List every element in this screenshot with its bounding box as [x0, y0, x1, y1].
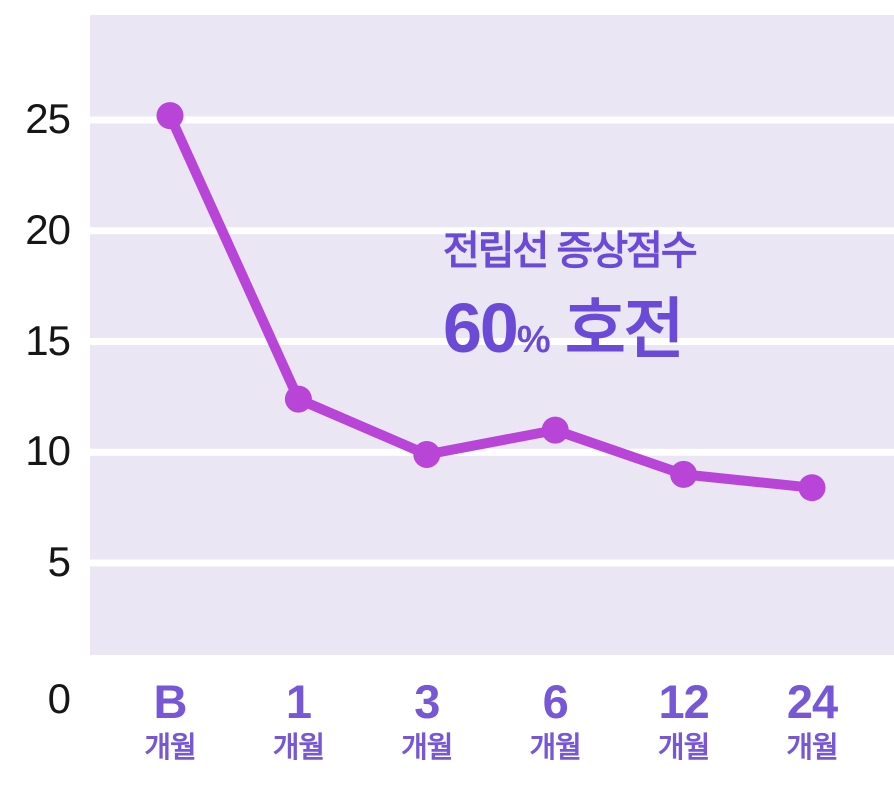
y-tick-label: 0 [47, 675, 71, 723]
annotation-value: 60 [443, 289, 519, 367]
x-tick-value: 12 [658, 675, 709, 728]
line-chart-svg [90, 15, 894, 655]
data-point [284, 385, 312, 413]
data-point [156, 102, 184, 130]
x-tick-label: 1 개월 [272, 675, 325, 764]
data-point [798, 474, 826, 502]
x-tick-label: 24 개월 [786, 675, 838, 764]
annotation: 전립선 증상점수 60% 호전 [443, 228, 773, 369]
x-tick-label: 12 개월 [657, 675, 710, 764]
x-tick-label: B 개월 [144, 675, 196, 764]
series-markers [156, 102, 826, 502]
x-tick-unit: 개월 [144, 732, 196, 764]
x-tick-unit: 개월 [529, 732, 582, 764]
y-tick-label: 25 [25, 95, 71, 143]
data-point [413, 441, 441, 468]
x-tick-unit: 개월 [401, 732, 453, 764]
annotation-title: 전립선 증상점수 [443, 229, 698, 273]
x-tick-label: 6 개월 [529, 675, 582, 764]
x-tick-unit: 개월 [786, 732, 838, 764]
x-tick-value: 6 [542, 675, 569, 728]
data-point [670, 460, 698, 488]
y-axis: 25 20 15 10 5 0 [0, 0, 82, 800]
annotation-suffix: 호전 [548, 292, 684, 366]
annotation-value-line: 60% 호전 [443, 288, 773, 369]
series-line [165, 110, 817, 493]
y-tick-label: 10 [25, 427, 71, 475]
y-tick-label: 15 [25, 316, 71, 364]
annotation-percent-sign: % [516, 319, 551, 361]
x-tick-value: 24 [786, 675, 838, 728]
x-tick-value: 1 [285, 675, 312, 728]
y-tick-label: 20 [25, 205, 71, 253]
x-tick-label: 3 개월 [401, 675, 453, 764]
x-tick-unit: 개월 [657, 732, 710, 764]
x-tick-value: B [153, 675, 188, 728]
x-tick-unit: 개월 [272, 732, 325, 764]
y-tick-label: 5 [47, 538, 71, 586]
plot-area [90, 15, 894, 655]
data-point [541, 416, 569, 444]
x-tick-value: 3 [414, 675, 440, 728]
